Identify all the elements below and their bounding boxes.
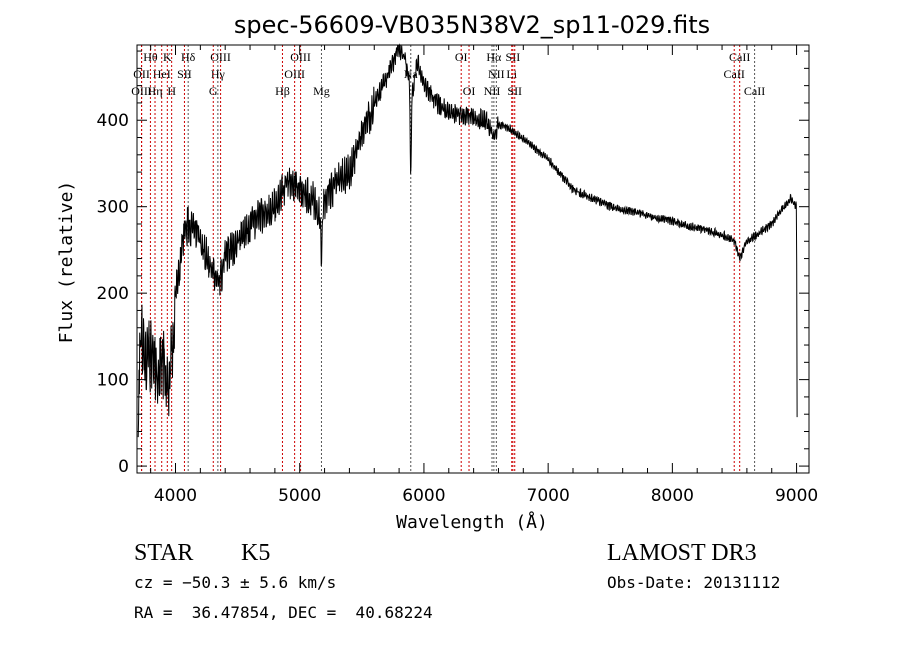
x-tick-label: 5000 xyxy=(278,486,321,506)
spectral-line-label: OIII xyxy=(290,50,311,64)
x-tick-label: 4000 xyxy=(154,486,197,506)
x-tick-label: 9000 xyxy=(775,486,818,506)
spectral-line-label: OIII xyxy=(284,67,305,81)
spectral-line-label: K xyxy=(163,50,172,64)
x-tick-label: 6000 xyxy=(402,486,445,506)
spectral-line-label: NII xyxy=(488,67,505,81)
x-tick-label: 8000 xyxy=(651,486,694,506)
coordinates: RA = 36.47854, DEC = 40.68224 xyxy=(134,603,433,622)
spectral-line-label: OIII xyxy=(131,84,152,98)
spectral-line-label: CaII xyxy=(724,67,745,81)
observation-date: Obs-Date: 20131112 xyxy=(607,573,781,592)
redshift-velocity: cz = −50.3 ± 5.6 km/s xyxy=(134,573,337,592)
spectral-line-label: OI xyxy=(463,84,476,98)
spectral-line-label: Hγ xyxy=(211,67,226,81)
y-tick-label: 200 xyxy=(97,284,129,304)
spectral-line-label: SII xyxy=(506,50,521,64)
axes: 4000 5000 6000 7000 8000 9000 0 100 200 300 400 xyxy=(97,44,818,506)
spectral-line-label: HeI xyxy=(153,67,171,81)
y-axis-label: Flux (relative) xyxy=(56,181,77,344)
spectral-line-label: Hθ xyxy=(143,50,158,64)
spectral-line-label: Hη xyxy=(148,84,163,98)
spectrum-series xyxy=(137,43,798,438)
y-tick-label: 0 xyxy=(118,457,129,477)
spectral-line-label: NII xyxy=(484,84,501,98)
chart-title: spec-56609-VB035N38V2_sp11-029.fits xyxy=(234,11,710,39)
survey-name: LAMOST DR3 xyxy=(607,540,757,566)
spectral-line-label: G xyxy=(209,84,218,98)
x-tick-label: 7000 xyxy=(527,486,570,506)
object-class: STAR xyxy=(134,540,194,566)
spectral-line-label: CaII xyxy=(729,50,750,64)
spectral-line-label: Hδ xyxy=(181,50,196,64)
spectral-line-label: OIII xyxy=(210,50,231,64)
y-tick-label: 400 xyxy=(97,111,129,131)
y-tick-label: 300 xyxy=(97,198,129,218)
spectral-line-label: CaII xyxy=(744,84,765,98)
y-tick-label: 100 xyxy=(97,371,129,391)
x-axis-label: Wavelength (Å) xyxy=(396,511,548,533)
spectral-line-label: Hβ xyxy=(275,84,290,98)
spectral-line-label: H xyxy=(167,84,176,98)
spectral-line-label: SII xyxy=(507,84,522,98)
spectral-line-label: SII xyxy=(177,67,192,81)
spectral-line-label: Li xyxy=(506,67,517,81)
object-subclass: K5 xyxy=(241,540,271,566)
spectrum-line xyxy=(137,43,798,438)
spectral-line-label: Mg xyxy=(313,84,330,98)
spectral-line-label: Hα xyxy=(486,50,502,64)
spectral-line-label: OI xyxy=(455,50,468,64)
